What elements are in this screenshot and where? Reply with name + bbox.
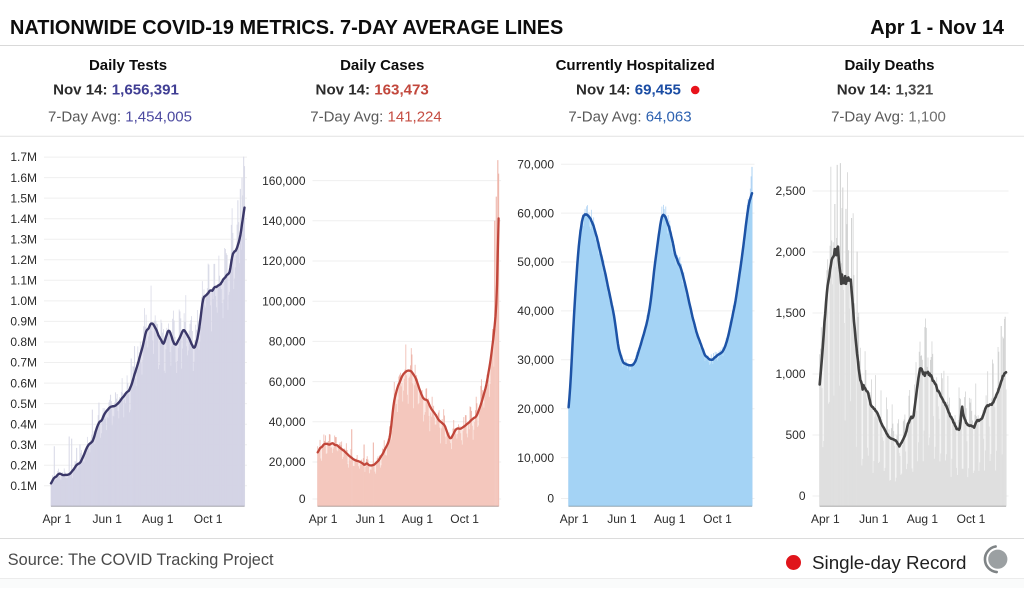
- svg-text:1.3M: 1.3M: [10, 232, 37, 246]
- svg-text:Oct 1: Oct 1: [957, 512, 986, 526]
- svg-text:80,000: 80,000: [269, 335, 306, 349]
- svg-text:7-Day Avg: 1,454,005: 7-Day Avg: 1,454,005: [48, 109, 192, 126]
- svg-text:60,000: 60,000: [269, 375, 306, 389]
- svg-text:50,000: 50,000: [517, 255, 554, 269]
- svg-text:140,000: 140,000: [262, 214, 306, 228]
- svg-text:Apr 1: Apr 1: [309, 512, 338, 526]
- svg-text:60,000: 60,000: [517, 206, 554, 220]
- svg-text:2,500: 2,500: [775, 184, 805, 198]
- svg-text:0.6M: 0.6M: [10, 376, 37, 390]
- svg-text:Single-day Record: Single-day Record: [812, 552, 967, 573]
- svg-text:Oct 1: Oct 1: [450, 512, 479, 526]
- svg-text:7-Day Avg: 1,100: 7-Day Avg: 1,100: [831, 109, 946, 126]
- svg-text:7-Day Avg: 141,224: 7-Day Avg: 141,224: [310, 109, 442, 126]
- svg-text:Nov 14: 69,455: Nov 14: 69,455: [576, 82, 681, 99]
- svg-text:40,000: 40,000: [517, 304, 554, 318]
- svg-text:0.7M: 0.7M: [10, 356, 37, 370]
- svg-text:Jun 1: Jun 1: [607, 512, 637, 526]
- svg-text:70,000: 70,000: [517, 157, 554, 171]
- svg-text:20,000: 20,000: [269, 455, 306, 469]
- svg-text:Nov 14: 163,473: Nov 14: 163,473: [316, 82, 429, 99]
- svg-text:0.2M: 0.2M: [10, 459, 37, 473]
- svg-text:Source: The COVID Tracking Pro: Source: The COVID Tracking Project: [8, 551, 274, 569]
- svg-text:1.2M: 1.2M: [10, 253, 37, 267]
- svg-text:1.7M: 1.7M: [10, 150, 37, 164]
- svg-text:Aug 1: Aug 1: [402, 512, 434, 526]
- svg-text:Jun 1: Jun 1: [859, 512, 889, 526]
- svg-text:Jun 1: Jun 1: [93, 512, 123, 526]
- svg-text:0: 0: [299, 492, 306, 506]
- svg-text:Daily Cases: Daily Cases: [340, 57, 424, 74]
- svg-text:Daily Deaths: Daily Deaths: [844, 57, 934, 74]
- svg-text:500: 500: [785, 428, 805, 442]
- svg-text:Aug 1: Aug 1: [654, 512, 686, 526]
- svg-text:0.4M: 0.4M: [10, 417, 37, 431]
- svg-text:0.1M: 0.1M: [10, 479, 37, 493]
- svg-text:1,500: 1,500: [775, 306, 805, 320]
- svg-text:Nov 14: 1,656,391: Nov 14: 1,656,391: [53, 82, 179, 99]
- svg-text:0.5M: 0.5M: [10, 397, 37, 411]
- svg-text:0.8M: 0.8M: [10, 335, 37, 349]
- svg-text:Daily Tests: Daily Tests: [89, 57, 167, 74]
- svg-text:Aug 1: Aug 1: [142, 512, 174, 526]
- svg-text:20,000: 20,000: [517, 402, 554, 416]
- svg-text:1.4M: 1.4M: [10, 212, 37, 226]
- svg-text:160,000: 160,000: [262, 174, 306, 188]
- svg-text:1.0M: 1.0M: [10, 294, 37, 308]
- svg-text:Oct 1: Oct 1: [703, 512, 732, 526]
- svg-text:30,000: 30,000: [517, 353, 554, 367]
- svg-text:Apr 1: Apr 1: [42, 512, 71, 526]
- svg-text:0: 0: [547, 492, 554, 506]
- svg-text:40,000: 40,000: [269, 415, 306, 429]
- svg-text:Jun 1: Jun 1: [356, 512, 386, 526]
- svg-text:Currently Hospitalized: Currently Hospitalized: [556, 57, 715, 74]
- svg-text:NATIONWIDE COVID-19 METRICS. 7: NATIONWIDE COVID-19 METRICS. 7-DAY AVERA…: [10, 17, 563, 39]
- svg-text:Apr 1 - Nov 14: Apr 1 - Nov 14: [870, 17, 1004, 39]
- svg-text:Nov 14: 1,321: Nov 14: 1,321: [837, 82, 934, 99]
- svg-text:0.3M: 0.3M: [10, 438, 37, 452]
- svg-text:Oct 1: Oct 1: [194, 512, 223, 526]
- svg-text:Apr 1: Apr 1: [811, 512, 840, 526]
- svg-text:7-Day Avg: 64,063: 7-Day Avg: 64,063: [568, 109, 691, 126]
- svg-text:Aug 1: Aug 1: [907, 512, 939, 526]
- svg-text:Apr 1: Apr 1: [560, 512, 589, 526]
- svg-text:1.1M: 1.1M: [10, 274, 37, 288]
- svg-text:0: 0: [799, 489, 806, 503]
- svg-text:1.5M: 1.5M: [10, 191, 37, 205]
- svg-text:2,000: 2,000: [775, 245, 805, 259]
- svg-text:10,000: 10,000: [517, 451, 554, 465]
- svg-text:1.6M: 1.6M: [10, 171, 37, 185]
- svg-text:120,000: 120,000: [262, 254, 306, 268]
- svg-text:100,000: 100,000: [262, 294, 306, 308]
- svg-text:1,000: 1,000: [775, 367, 805, 381]
- svg-text:0.9M: 0.9M: [10, 315, 37, 329]
